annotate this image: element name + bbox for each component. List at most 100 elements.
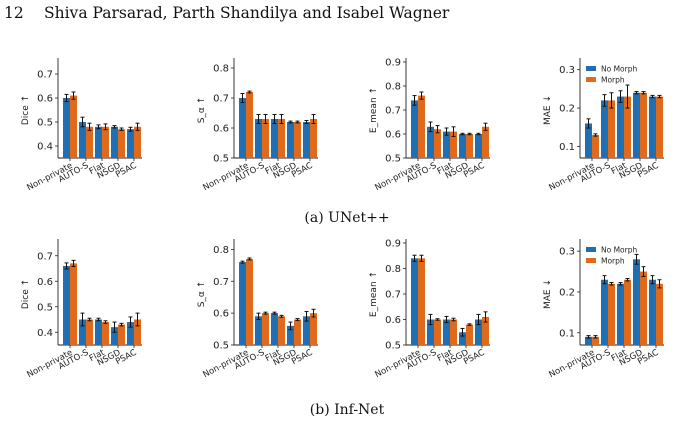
y-tick-label: 0.8: [385, 82, 401, 93]
bar-no-morph: [239, 262, 246, 345]
y-tick-label: 0.3: [559, 65, 575, 76]
bar-no-morph: [443, 319, 450, 345]
legend-swatch: [586, 258, 596, 263]
bar-morph: [70, 95, 77, 158]
y-tick-label: 0.5: [385, 341, 401, 352]
legend-label: No Morph: [601, 65, 637, 74]
bar-no-morph: [459, 332, 466, 345]
y-tick-label: 0.4: [37, 328, 53, 339]
bar-no-morph: [443, 131, 450, 158]
bar-morph: [640, 92, 647, 158]
caption-a: (a) UNet++: [304, 210, 389, 226]
bar-no-morph: [475, 134, 482, 158]
bar-morph: [434, 319, 441, 345]
bar-morph: [246, 258, 253, 345]
bar-morph: [450, 131, 457, 158]
bar-morph: [118, 129, 125, 158]
bar-morph: [262, 119, 269, 158]
y-tick-label: 0.5: [213, 341, 229, 352]
bar-morph: [278, 119, 285, 158]
y-tick-label: 0.2: [559, 287, 575, 298]
bar-no-morph: [411, 258, 418, 345]
bar-morph: [482, 316, 489, 345]
bar-morph: [640, 271, 647, 345]
y-tick-label: 0.7: [385, 290, 401, 301]
bar-morph: [624, 279, 631, 345]
bar-no-morph: [649, 96, 656, 158]
y-tick-label: 0.4: [37, 142, 53, 153]
bar-no-morph: [63, 265, 70, 345]
legend-swatch: [586, 77, 596, 82]
bar-morph: [466, 324, 473, 345]
y-tick-label: 0.7: [213, 277, 229, 288]
bar-no-morph: [633, 92, 640, 158]
y-axis-label: E_mean ↑: [369, 271, 379, 317]
y-tick-label: 0.6: [213, 309, 229, 320]
bar-morph: [118, 324, 125, 345]
bar-no-morph: [633, 259, 640, 345]
bar-morph: [310, 119, 317, 158]
y-tick-label: 0.5: [385, 154, 401, 165]
y-tick-label: 0.8: [385, 264, 401, 275]
bar-no-morph: [459, 134, 466, 158]
bar-morph: [278, 316, 285, 345]
bar-no-morph: [127, 129, 134, 158]
bar-no-morph: [79, 319, 86, 345]
y-tick-label: 0.6: [213, 124, 229, 135]
bar-no-morph: [303, 316, 310, 345]
bar-morph: [624, 96, 631, 158]
bar-no-morph: [111, 126, 118, 158]
y-tick-label: 0.5: [37, 118, 53, 129]
bar-no-morph: [427, 126, 434, 158]
y-tick-label: 0.2: [559, 104, 575, 115]
bar-morph: [70, 263, 77, 345]
bar-no-morph: [475, 319, 482, 345]
bar-no-morph: [95, 319, 102, 345]
y-axis-label: Dice ↑: [21, 95, 31, 125]
bar-no-morph: [427, 319, 434, 345]
bar-morph: [656, 96, 663, 158]
chart-panel-3: 0.50.60.70.80.9E_mean ↑Non-privateAUTO-S…: [369, 58, 490, 193]
bar-morph: [608, 283, 615, 345]
y-tick-label: 0.6: [385, 315, 401, 326]
y-tick-label: 0.6: [37, 277, 53, 288]
bar-no-morph: [255, 119, 262, 158]
bar-morph: [466, 134, 473, 158]
y-axis-label: Dice ↑: [21, 279, 31, 309]
y-tick-label: 0.7: [213, 94, 229, 105]
bar-morph: [102, 322, 109, 345]
y-tick-label: 0.9: [385, 239, 401, 250]
running-header: 12 Shiva Parsarad, Parth Shandilya and Is…: [4, 4, 449, 22]
bar-morph: [246, 92, 253, 158]
y-tick-label: 0.5: [37, 302, 53, 313]
y-tick-label: 0.1: [559, 142, 575, 153]
y-tick-label: 0.1: [559, 328, 575, 339]
bar-no-morph: [287, 122, 294, 158]
legend-swatch: [586, 247, 596, 252]
y-tick-label: 0.8: [213, 64, 229, 75]
y-tick-label: 0.6: [385, 130, 401, 141]
y-tick-label: 0.7: [37, 70, 53, 81]
bar-no-morph: [271, 313, 278, 345]
bar-morph: [434, 129, 441, 158]
author-line: Shiva Parsarad, Parth Shandilya and Isab…: [44, 4, 450, 22]
bar-no-morph: [111, 327, 118, 345]
y-tick-label: 0.7: [385, 106, 401, 117]
y-tick-label: 0.7: [37, 251, 53, 262]
bar-morph: [102, 126, 109, 158]
bar-no-morph: [585, 123, 592, 158]
bar-morph: [418, 95, 425, 158]
y-tick-label: 0.8: [213, 245, 229, 256]
bar-no-morph: [303, 122, 310, 158]
bar-morph: [134, 319, 141, 345]
bar-morph: [86, 126, 93, 158]
bar-morph: [310, 313, 317, 345]
legend-label: Morph: [601, 76, 625, 85]
bar-morph: [608, 100, 615, 158]
caption-b: (b) Inf-Net: [310, 402, 385, 418]
bar-no-morph: [127, 322, 134, 345]
y-tick-label: 0.9: [385, 58, 401, 69]
